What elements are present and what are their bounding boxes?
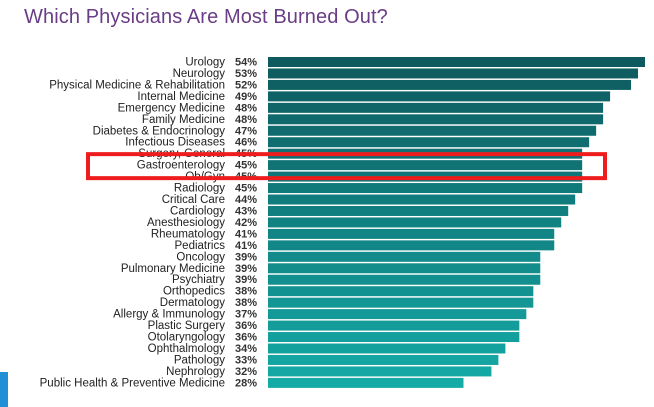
category-label: Infectious Diseases (125, 137, 225, 149)
category-label: Anesthesiology (147, 217, 225, 229)
value-label: 45% (235, 183, 257, 195)
value-label: 48% (235, 114, 257, 126)
bar (268, 160, 583, 171)
category-label: Plastic Surgery (148, 320, 226, 332)
bar (268, 251, 541, 262)
bar (268, 354, 499, 365)
category-label: Gastroenterology (137, 160, 225, 172)
value-label: 54% (235, 57, 257, 69)
category-label: Emergency Medicine (118, 102, 225, 114)
category-label: Pathology (174, 354, 225, 366)
category-label: Rheumatology (151, 228, 225, 240)
category-label: Otolaryngology (148, 332, 226, 344)
value-label: 34% (235, 343, 257, 355)
bar (268, 79, 632, 90)
value-label: 53% (235, 68, 257, 80)
value-label: 43% (235, 205, 257, 217)
bar (268, 286, 534, 297)
bar (268, 332, 520, 343)
value-label: 37% (235, 309, 257, 321)
bar (268, 57, 645, 67)
value-label: 45% (235, 160, 257, 172)
category-label: Cardiology (170, 205, 225, 217)
value-label: 41% (235, 228, 257, 240)
bar (268, 183, 583, 194)
bar (268, 125, 597, 136)
category-label: Critical Care (162, 194, 225, 206)
bar (268, 377, 464, 388)
value-label: 36% (235, 320, 257, 332)
category-label: Oncology (176, 251, 225, 263)
bar (268, 102, 604, 113)
value-label: 39% (235, 251, 257, 263)
bar (268, 343, 506, 354)
category-label: Pulmonary Medicine (121, 263, 225, 275)
value-label: 42% (235, 217, 257, 229)
bar (268, 366, 492, 377)
category-label: Internal Medicine (137, 91, 225, 103)
category-label: Psychiatry (172, 274, 225, 286)
category-label: Allergy & Immunology (113, 309, 225, 321)
value-label: 52% (235, 79, 257, 91)
bar (268, 217, 562, 228)
value-label: 39% (235, 274, 257, 286)
bar (268, 320, 520, 331)
category-label: Diabetes & Endocrinology (93, 125, 226, 137)
value-label: 41% (235, 240, 257, 252)
bar (268, 309, 527, 320)
category-label: Radiology (174, 183, 225, 195)
value-label: 46% (235, 137, 257, 149)
value-label: 36% (235, 332, 257, 344)
value-label: 33% (235, 354, 257, 366)
value-label: 49% (235, 91, 257, 103)
value-label: 48% (235, 102, 257, 114)
bar (268, 228, 555, 239)
value-label: 28% (235, 377, 257, 389)
bar (268, 205, 569, 216)
category-label: Family Medicine (142, 114, 225, 126)
category-label: Pediatrics (175, 240, 226, 252)
highlight-box (86, 152, 607, 181)
bar (268, 240, 555, 251)
value-label: 38% (235, 297, 257, 309)
value-label: 38% (235, 286, 257, 298)
bar (268, 114, 604, 125)
category-label: Nephrology (166, 366, 225, 378)
category-label: Physical Medicine & Rehabilitation (49, 79, 225, 91)
bar (268, 68, 639, 79)
category-label: Orthopedics (163, 286, 225, 298)
category-label: Ophthalmology (148, 343, 226, 355)
bar (268, 263, 541, 274)
category-label: Neurology (173, 68, 226, 80)
bar (268, 274, 541, 285)
category-label: Public Health & Preventive Medicine (40, 377, 225, 389)
value-label: 32% (235, 366, 257, 378)
category-label: Urology (185, 57, 225, 69)
left-edge-accent (0, 372, 8, 407)
bar (268, 297, 534, 308)
bar (268, 194, 576, 205)
bar (268, 91, 611, 102)
category-label: Dermatology (160, 297, 225, 309)
chart-title: Which Physicians Are Most Burned Out? (24, 6, 388, 28)
bar (268, 137, 590, 148)
value-label: 39% (235, 263, 257, 275)
value-label: 47% (235, 125, 257, 137)
value-label: 44% (235, 194, 257, 206)
